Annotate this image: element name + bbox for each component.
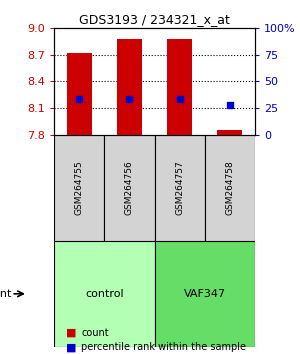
FancyBboxPatch shape: [54, 241, 154, 347]
FancyBboxPatch shape: [205, 135, 255, 241]
Text: VAF347: VAF347: [184, 289, 226, 299]
Bar: [117, 39, 142, 135]
Bar: [217, 130, 242, 135]
Text: percentile rank within the sample: percentile rank within the sample: [81, 342, 246, 352]
Text: GSM264757: GSM264757: [175, 160, 184, 215]
Text: GSM264758: GSM264758: [225, 160, 234, 215]
Title: GDS3193 / 234321_x_at: GDS3193 / 234321_x_at: [79, 13, 230, 26]
FancyBboxPatch shape: [104, 135, 154, 241]
Text: control: control: [85, 289, 124, 299]
Text: agent: agent: [0, 289, 11, 299]
Bar: [67, 53, 92, 135]
FancyBboxPatch shape: [154, 241, 255, 347]
Text: count: count: [81, 328, 109, 338]
Bar: [167, 39, 192, 135]
Text: ■: ■: [66, 328, 76, 338]
Text: GSM264755: GSM264755: [75, 160, 84, 215]
FancyBboxPatch shape: [54, 135, 104, 241]
Text: ■: ■: [66, 342, 76, 352]
Text: GSM264756: GSM264756: [125, 160, 134, 215]
FancyBboxPatch shape: [154, 135, 205, 241]
